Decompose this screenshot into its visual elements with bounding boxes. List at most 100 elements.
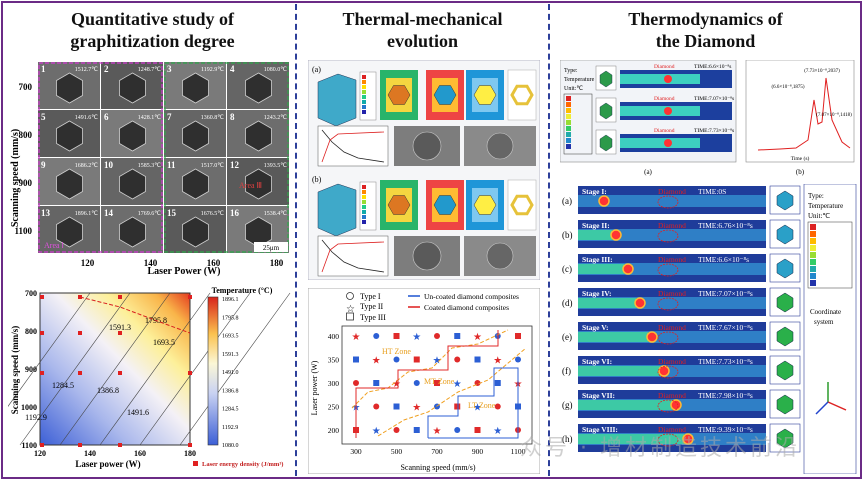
pw-point — [474, 427, 481, 433]
side-type: Type: — [808, 192, 824, 200]
sem-cell: 8 1243.2℃ — [227, 110, 289, 157]
stage-diamond-label: Diamond — [658, 289, 686, 298]
stage-label: (a) — [562, 196, 572, 206]
stage-diamond-3d — [776, 292, 794, 313]
stage-row: (h) Stage VIII: Diamond TIME:9.39×10⁻⁸s — [562, 423, 801, 453]
pw-point — [434, 333, 440, 339]
curve-xlabel: Time (s) — [791, 155, 810, 162]
pw-point: ★ — [453, 379, 462, 390]
colorbar-tick: 1284.5 — [222, 407, 239, 413]
thermo-sub-a: (a) — [644, 168, 652, 176]
area-1-border — [38, 62, 163, 253]
sem-cell-temp: 1393.5℃ — [264, 163, 288, 169]
stage-label: (h) — [562, 434, 573, 444]
sem-ylabel: Scanning speed (mm/s) — [10, 129, 21, 227]
contour-ytick: 800 — [25, 327, 37, 336]
pw-point — [393, 427, 400, 433]
pw-point — [413, 356, 420, 363]
pw-point — [373, 333, 380, 339]
contour-ytick: 900 — [25, 365, 37, 374]
legend-uncoated: Un-coated diamond composites — [424, 292, 519, 301]
sem-cell-temp: 1491.6℃ — [75, 115, 99, 121]
sem-col-label: 180 — [270, 258, 284, 268]
watermark: 众号 · 增材制造技术前沿 — [520, 436, 800, 461]
contour-label: 1192.9 — [25, 413, 47, 422]
contour-xlabel: Laser power (W) — [75, 459, 140, 469]
legend-type1: Type I — [360, 292, 381, 301]
side-unit: Unit:℃ — [808, 212, 830, 220]
diamond-particle — [182, 216, 209, 248]
thermo-diamond: Diamond — [654, 96, 675, 102]
contour-label: 1693.5 — [153, 338, 175, 347]
sem-cell-temp: 1538.4℃ — [264, 211, 288, 217]
sem-row-label: 700 — [19, 82, 33, 92]
contour-xtick: 120 — [34, 449, 46, 458]
divider-left — [295, 4, 297, 476]
contour-label: 1491.6 — [127, 408, 149, 417]
contour-chart: 1795.8 1591.3 1693.5 1284.5 1386.8 1491.6 1192… — [8, 286, 291, 469]
energy-point — [188, 371, 192, 375]
pw-xtick: 900 — [472, 447, 484, 456]
diamond-particle — [56, 216, 83, 248]
energy-point — [40, 371, 44, 375]
stage-diamond-3d — [776, 224, 794, 245]
thermo-diamond: Diamond — [654, 128, 675, 134]
panel1-title-line1: Quantitative study of — [70, 9, 234, 29]
pw-point — [494, 380, 501, 386]
diamond-particle — [119, 72, 146, 104]
side-temp: Temperature — [808, 202, 843, 210]
legend-marker — [193, 461, 198, 466]
sem-cell-number: 12 — [230, 160, 240, 170]
sem-cell: 12 1393.5℃ — [227, 158, 289, 205]
thermo-sub-b: (b) — [796, 168, 805, 176]
pw-ytick: 350 — [328, 356, 340, 365]
pw-point — [515, 356, 521, 363]
diamond-particle — [182, 120, 209, 152]
diamond-particle — [56, 168, 83, 200]
pw-ytick: 300 — [328, 379, 340, 388]
panel1-title-line2: graphitization degree — [70, 31, 235, 51]
stage-row: (f) Stage VI: Diamond TIME:7.73×10⁻⁸s — [562, 355, 801, 385]
sem-xlabel: Laser Power (W) — [148, 266, 221, 277]
side-coord2: system — [814, 318, 834, 326]
diamond-particle — [119, 168, 146, 200]
pw-point: ★ — [372, 426, 381, 437]
stage-diamond-label: Diamond — [658, 391, 686, 400]
pw-point — [393, 403, 400, 410]
sem-row-label: 800 — [19, 130, 33, 140]
pw-ytick: 200 — [328, 426, 340, 435]
energy-point — [118, 331, 122, 335]
stage-label: (e) — [562, 332, 572, 342]
contour-xtick: 180 — [184, 449, 196, 458]
sem-cell: 2 1248.7℃ — [101, 62, 163, 109]
side-coord1: Coordinate — [810, 308, 841, 316]
diamond-particle — [182, 168, 209, 200]
colorbar-tick: 1192.9 — [222, 425, 238, 431]
sem-cell-number: 9 — [41, 160, 46, 170]
pw-point — [413, 427, 420, 433]
sem-cell: 9 1686.2℃ — [38, 158, 100, 205]
pw-point: ★ — [493, 426, 502, 437]
energy-point — [188, 443, 192, 447]
sem-cell-number: 2 — [104, 64, 109, 74]
thermo-time: TIME:7.73×10⁻⁸s — [694, 128, 734, 134]
colorbar-title: Temperature (°C) — [212, 286, 273, 295]
contour-label: 1386.8 — [97, 386, 119, 395]
scale-bar: 25μm — [263, 244, 280, 252]
panel2-title: Thermal-mechanical evolution — [300, 8, 545, 52]
energy-point — [188, 295, 192, 299]
sem-cell-temp: 1243.2℃ — [264, 115, 288, 121]
sem-cell-temp: 1517.0℃ — [201, 163, 225, 169]
sem-cell-number: 15 — [167, 208, 177, 218]
colorbar-tick: 1591.3 — [222, 352, 239, 358]
sim-label-b: (b) — [312, 175, 322, 184]
pw-point: ★ — [352, 332, 361, 343]
pw-point: ★ — [433, 356, 442, 367]
sem-cell: 3 1192.9℃ — [164, 62, 226, 109]
thermo-diamond: Diamond — [654, 64, 675, 70]
stage-name: Stage I: — [582, 187, 607, 196]
uncoated-boundary — [427, 367, 519, 439]
sim-label-a: (a) — [312, 65, 321, 74]
sem-cell-temp: 1686.2℃ — [75, 163, 99, 169]
pw-point: ★ — [493, 356, 502, 367]
